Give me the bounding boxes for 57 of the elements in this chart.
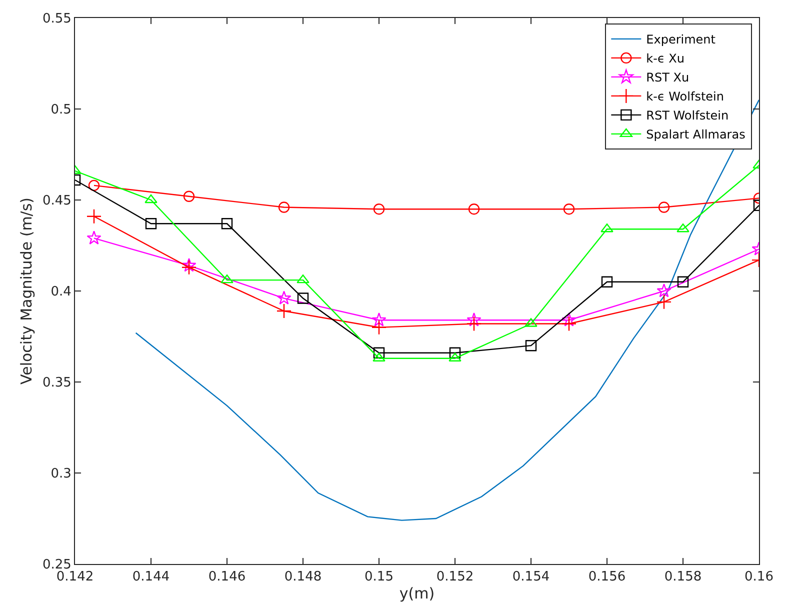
x-tick-label: 0.142 [56, 570, 94, 585]
point [371, 320, 387, 335]
point [562, 312, 576, 326]
x-tick-label: 0.16 [744, 570, 774, 585]
point [181, 260, 197, 275]
point [145, 218, 157, 230]
point [221, 218, 233, 230]
point [656, 294, 672, 310]
legend-label: RST Xu [646, 70, 690, 85]
point [373, 204, 385, 215]
point [182, 258, 196, 272]
legend-label: RST Wolfstein [646, 108, 729, 123]
point [563, 204, 575, 215]
x-tick-label: 0.154 [512, 570, 550, 585]
y-tick-label: 0.55 [42, 12, 72, 27]
point [86, 230, 102, 244]
point [183, 190, 195, 202]
point [561, 316, 577, 332]
point [658, 202, 670, 213]
point [86, 208, 102, 224]
point [278, 202, 290, 213]
point [525, 340, 537, 352]
x-tick-label: 0.144 [132, 570, 170, 585]
point [276, 303, 292, 319]
x-tick-label: 0.158 [664, 570, 702, 585]
y-tick-label: 0.35 [42, 376, 72, 391]
x-tick-label: 0.15 [364, 570, 394, 585]
legend-label: k-ϵ Wolfstein [646, 90, 724, 104]
point [466, 312, 482, 326]
point [297, 292, 309, 304]
point [466, 316, 482, 332]
y-axis-title: Velocity Magnitude (m/s) [18, 197, 36, 385]
point [144, 194, 158, 204]
point [372, 312, 386, 326]
x-tick-label: 0.146 [208, 570, 246, 585]
point [468, 204, 480, 215]
point [373, 347, 385, 358]
legend-label: k-ϵ Xu [646, 52, 684, 66]
y-tick-label: 0.3 [50, 466, 72, 482]
x-tick-label: 0.148 [284, 570, 322, 585]
point [220, 274, 234, 284]
line-series [135, 99, 759, 521]
point [88, 180, 100, 192]
x-tick-label: 0.156 [588, 570, 626, 585]
point [296, 274, 310, 284]
y-tick-label: 0.5 [50, 102, 72, 118]
y-tick-label: 0.4 [50, 284, 72, 300]
legend-label: Spalart Allmaras [646, 128, 746, 142]
x-axis-title: y(m) [399, 584, 435, 603]
point [656, 283, 672, 298]
point [601, 276, 613, 288]
legend-label: Experiment [646, 32, 716, 47]
x-tick-label: 0.152 [436, 570, 474, 585]
y-tick-label: 0.45 [42, 194, 72, 209]
point [276, 290, 292, 305]
point [677, 276, 689, 288]
point [449, 347, 461, 358]
